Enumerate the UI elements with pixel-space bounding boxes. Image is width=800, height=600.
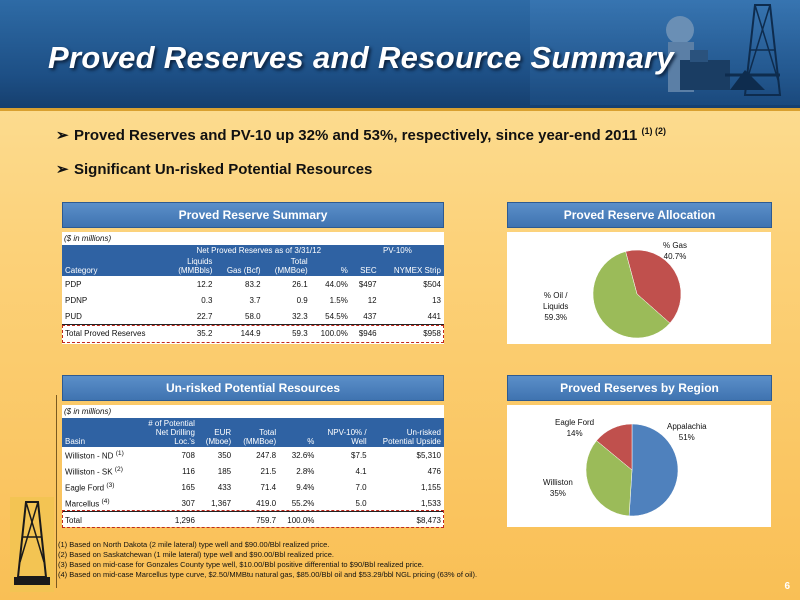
table-total-row: Total Proved Reserves 35.2 144.9 59.3 100.0%… <box>62 324 444 341</box>
label-oil-liquids: % Oil / Liquids 59.3% <box>543 291 569 322</box>
col-eur: EUR (Mboe) <box>197 418 235 447</box>
col-basin: Basin <box>62 418 137 447</box>
allocation-chart: % Gas 40.7% % Oil / Liquids 59.3% <box>507 232 771 344</box>
col-npv: NPV-10% / Well <box>317 418 370 447</box>
proved-reserves-by-region-heading: Proved Reserves by Region <box>507 375 772 401</box>
footnote: (4) Based on mid-case Marcellus type cur… <box>58 570 478 579</box>
col-category: Category <box>62 256 167 276</box>
col-liquids: Liquids (MMBbls) <box>166 256 216 276</box>
table-total-row: Total 1,296 759.7 100.0% $8,473 <box>62 511 444 528</box>
footnote: (1) Based on North Dakota (2 mile latera… <box>58 540 330 549</box>
col-upside: Un-risked Potential Upside <box>369 418 444 447</box>
table-row: PDP 12.2 83.2 26.1 44.0% $497 $504 <box>65 279 441 289</box>
units-note: ($ in millions) <box>64 407 112 416</box>
bullet-text: Significant Un-risked Potential Resource… <box>74 161 373 178</box>
divider <box>56 395 57 588</box>
oilfield-illustration <box>530 0 800 105</box>
pie-slice-oil-liquids <box>592 251 671 339</box>
table-row: Marcellus (4) 307 1,367 419.0 55.2% 5.0 1,533 <box>65 497 441 509</box>
bullet-unrisked: ➢ Significant Un-risked Potential Resourc… <box>56 160 372 178</box>
page-number: 6 <box>784 581 790 592</box>
label-appalachia: Appalachia 51% <box>667 422 707 442</box>
pie-slice-appalachia <box>628 423 679 517</box>
by-region-pie <box>585 423 679 517</box>
bullet-footnote-ref: (1) (2) <box>641 126 667 136</box>
col-gas: Gas (Bcf) <box>215 256 264 276</box>
col-nymex: NYMEX Strip <box>379 256 444 276</box>
col-total: Total (MMBoe) <box>234 418 280 447</box>
col-sec: SEC <box>350 256 380 276</box>
page-title: Proved Reserves and Resource Summary <box>48 40 674 75</box>
unrisked-resources-table: ($ in millions) Basin # of Potential Net … <box>62 405 444 528</box>
proved-reserve-summary-table: ($ in millions) Net Proved Reserves as o… <box>62 232 444 344</box>
bullet-proved-reserves: ➢ Proved Reserves and PV-10 up 32% and 53… <box>56 126 666 144</box>
arrow-bullet-icon: ➢ <box>56 127 69 144</box>
group-pv10: PV-10% <box>350 245 444 256</box>
bullet-text: Proved Reserves and PV-10 up 32% and 53%… <box>74 127 638 144</box>
col-potential-locations: # of Potential Net Drilling Loc.'s <box>136 418 198 447</box>
pie-slice-gas <box>625 249 682 324</box>
col-pct: % <box>279 418 318 447</box>
proved-reserve-allocation-heading: Proved Reserve Allocation <box>507 202 772 228</box>
label-gas: % Gas 40.7% <box>663 241 688 261</box>
pie-slice-eagle-ford <box>596 423 633 471</box>
footnotes: (1) Based on North Dakota (2 mile latera… <box>58 540 477 580</box>
table-row: PDNP 0.3 3.7 0.9 1.5% 12 13 <box>65 295 441 305</box>
unrisked-resources-heading: Un-risked Potential Resources <box>62 375 444 401</box>
arrow-bullet-icon: ➢ <box>56 161 69 178</box>
pie-slice-williston <box>585 440 633 517</box>
table-row: Williston - ND (1) 708 350 247.8 32.6% $7.5 $5… <box>65 449 441 461</box>
group-net-proved: Net Proved Reserves as of 3/31/12 <box>166 245 351 256</box>
table-row: PUD 22.7 58.0 32.3 54.5% 437 441 <box>65 311 441 321</box>
table-row: Williston - SK (2) 116 185 21.5 2.8% 4.1 476 <box>65 465 441 477</box>
table-row: Eagle Ford (3) 165 433 71.4 9.4% 7.0 1,155 <box>65 481 441 493</box>
footnote: (3) Based on mid-case for Gonzales Count… <box>58 560 424 569</box>
label-eagle-ford: Eagle Ford 14% <box>555 418 595 438</box>
by-region-chart: Appalachia 51% Eagle Ford 14% Williston 35% <box>507 405 771 527</box>
title-banner: Proved Reserves and Resource Summary <box>0 0 800 111</box>
col-pct: % <box>310 256 351 276</box>
proved-reserve-summary-heading: Proved Reserve Summary <box>62 202 444 228</box>
footnote: (2) Based on Saskatchewan (1 mile latera… <box>58 550 334 559</box>
col-total: Total (MMBoe) <box>263 256 311 276</box>
company-logo <box>10 497 54 592</box>
allocation-pie <box>592 249 682 339</box>
label-williston: Williston 35% <box>543 478 573 498</box>
units-note: ($ in millions) <box>64 234 112 243</box>
